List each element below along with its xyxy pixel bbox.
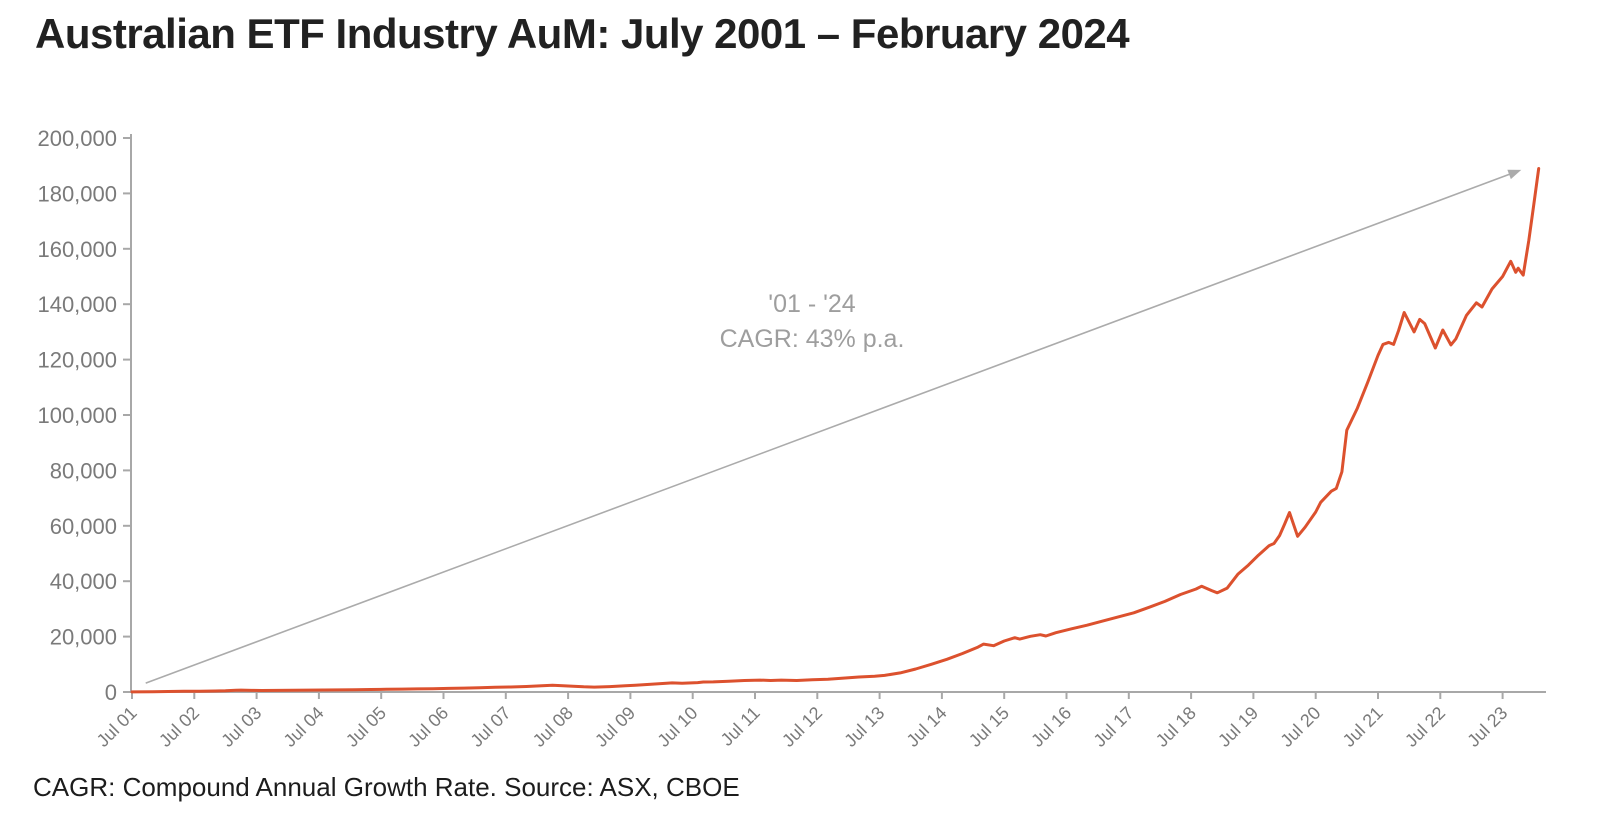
y-tick-label: 160,000 [37, 237, 117, 262]
chart-title: Australian ETF Industry AuM: July 2001 –… [35, 10, 1130, 57]
x-tick-label: Jul 18 [1152, 703, 1200, 751]
x-tick-label: Jul 06 [404, 703, 452, 751]
source-note: CAGR: Compound Annual Growth Rate. Sourc… [33, 772, 740, 802]
x-tick-label: Jul 09 [591, 703, 639, 751]
trend-arrowhead [1507, 169, 1522, 180]
y-tick-label: 20,000 [50, 625, 117, 650]
y-tick-label: 100,000 [37, 403, 117, 428]
cagr-annotation-range: '01 - '24 [768, 290, 855, 318]
x-tick-label: Jul 12 [778, 703, 826, 751]
x-tick-label: Jul 17 [1090, 703, 1138, 751]
y-tick-label: 40,000 [50, 569, 117, 594]
x-tick-label: Jul 13 [840, 703, 888, 751]
trend-arrow [145, 170, 1518, 684]
x-tick-label: Jul 08 [529, 703, 577, 751]
x-tick-label: Jul 14 [903, 703, 951, 751]
x-tick-label: Jul 11 [717, 703, 764, 750]
aum-series-line [130, 167, 1541, 694]
y-tick-label: 80,000 [50, 458, 117, 483]
y-tick-label: 120,000 [37, 348, 117, 373]
x-tick-label: Jul 02 [155, 703, 203, 751]
x-tick-label: Jul 10 [653, 703, 701, 751]
x-tick-label: Jul 20 [1276, 703, 1324, 751]
x-tick-label: Jul 03 [217, 703, 265, 751]
y-tick-label: 180,000 [37, 181, 117, 206]
x-tick-label: Jul 23 [1463, 703, 1511, 751]
x-tick-label: Jul 21 [1339, 703, 1387, 751]
x-tick-label: Jul 05 [342, 703, 390, 751]
x-tick-label: Jul 15 [965, 703, 1013, 751]
x-tick-label: Jul 19 [1214, 703, 1262, 751]
y-tick-label: 200,000 [37, 126, 117, 151]
x-tick-label: Jul 16 [1027, 703, 1075, 751]
y-tick-label: 0 [105, 680, 117, 705]
x-tick-label: Jul 22 [1401, 703, 1449, 751]
x-tick-label: Jul 04 [280, 703, 328, 751]
y-tick-label: 60,000 [50, 514, 117, 539]
x-tick-label: Jul 07 [467, 703, 515, 751]
cagr-annotation-value: CAGR: 43% p.a. [720, 325, 905, 353]
y-tick-label: 140,000 [37, 292, 117, 317]
x-tick-label: Jul 01 [93, 703, 141, 751]
